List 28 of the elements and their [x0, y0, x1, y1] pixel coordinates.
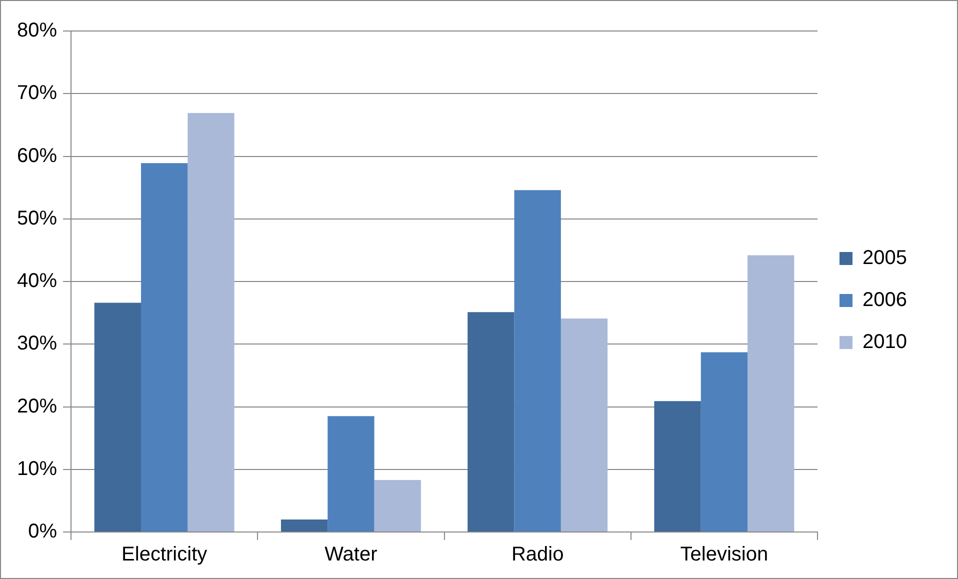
y-tick-label: 80% — [17, 20, 58, 42]
bar — [94, 302, 142, 532]
x-tick-label: Water — [324, 544, 378, 566]
bar — [374, 480, 421, 532]
y-tick-label: 30% — [17, 332, 58, 355]
bar — [654, 401, 701, 532]
legend-label: 2006 — [862, 289, 908, 312]
bar — [468, 312, 514, 532]
y-tick-label: 40% — [17, 270, 58, 292]
bar — [280, 519, 328, 532]
x-tick-label: Electricity — [122, 544, 208, 566]
legend-label: 2010 — [862, 331, 908, 354]
bar — [141, 163, 188, 532]
y-tick-label: 10% — [17, 458, 58, 480]
y-tick-label: 60% — [17, 144, 58, 167]
bar — [700, 352, 748, 532]
x-tick-label: Radio — [511, 544, 564, 566]
legend-label: 2005 — [862, 247, 908, 270]
y-tick-label: 20% — [17, 395, 58, 418]
bar — [328, 416, 374, 532]
bar — [748, 255, 794, 532]
bar — [560, 318, 608, 532]
x-tick-label: Television — [680, 544, 768, 566]
bar — [514, 190, 561, 532]
y-tick-label: 50% — [17, 207, 58, 230]
bar — [188, 113, 234, 532]
y-tick-label: 70% — [17, 82, 58, 104]
y-tick-label: 0% — [28, 520, 58, 543]
